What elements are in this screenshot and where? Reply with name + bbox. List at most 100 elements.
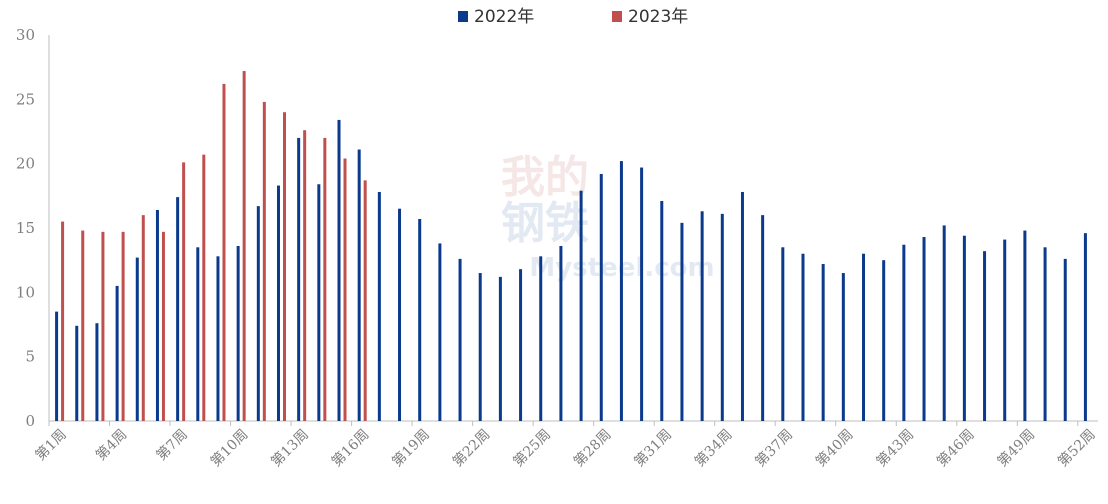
- x-tick-label: 第1周: [32, 426, 70, 464]
- bar-series-2: [323, 137, 327, 421]
- x-tick-label: 第4周: [92, 426, 130, 464]
- bar-series-1: [458, 258, 462, 421]
- y-tick-label: 0: [25, 412, 35, 430]
- bar-series-1: [55, 311, 59, 421]
- bar-series-1: [821, 264, 825, 421]
- bar-series-2: [81, 230, 85, 421]
- x-tick-label: 第31周: [631, 426, 675, 470]
- bar-series-2: [262, 101, 266, 421]
- bar-series-1: [1043, 247, 1047, 421]
- bar-series-2: [61, 221, 65, 421]
- bar-series-1: [761, 215, 765, 421]
- bar-series-2: [121, 231, 125, 421]
- y-tick-label: 10: [16, 283, 35, 301]
- bar-series-1: [1083, 233, 1087, 421]
- x-tick-label: 第19周: [389, 426, 433, 470]
- bar-series-1: [962, 235, 966, 421]
- bar-series-2: [363, 180, 367, 421]
- bar-series-1: [902, 244, 906, 421]
- x-tick-label: 第49周: [994, 426, 1038, 470]
- bar-series-1: [377, 191, 381, 421]
- bar-series-1: [498, 276, 502, 421]
- x-tick-label: 第40周: [812, 426, 856, 470]
- x-tick-label: 第52周: [1054, 426, 1098, 470]
- bar-series-1: [882, 260, 886, 421]
- watermark-text-top: 我的: [501, 152, 589, 203]
- bar-series-2: [202, 154, 206, 421]
- bar-series-1: [276, 185, 280, 421]
- bar-series-1: [216, 256, 220, 421]
- bar-series-2: [343, 158, 347, 421]
- bar-series-1: [599, 173, 603, 421]
- x-tick-label: 第7周: [153, 426, 191, 464]
- bar-series-2: [161, 231, 165, 421]
- y-tick-label: 30: [16, 26, 35, 44]
- bar-series-1: [781, 247, 785, 421]
- bar-series-1: [297, 137, 301, 421]
- x-tick-label: 第43周: [873, 426, 917, 470]
- bar-series-1: [75, 325, 79, 421]
- x-tick-label: 第13周: [268, 426, 312, 470]
- bar-series-1: [983, 251, 987, 421]
- bar-series-1: [357, 149, 361, 421]
- bar-series-2: [303, 130, 307, 421]
- bar-series-1: [660, 200, 664, 421]
- bar-series-1: [438, 243, 442, 421]
- bar-series-1: [640, 167, 644, 421]
- bar-series-1: [236, 246, 240, 421]
- bar-series-1: [740, 191, 744, 421]
- y-tick-label: 15: [16, 219, 35, 237]
- bar-series-2: [242, 71, 246, 421]
- bar-series-1: [1063, 258, 1067, 421]
- bar-series-1: [176, 197, 180, 421]
- bar-series-1: [155, 209, 159, 421]
- y-tick-label: 5: [25, 348, 35, 366]
- bar-series-1: [196, 247, 200, 421]
- bar-series-1: [115, 285, 119, 421]
- bars: [55, 71, 1087, 422]
- bar-series-1: [418, 218, 422, 421]
- x-tick-label: 第46周: [933, 426, 977, 470]
- bar-series-1: [1023, 230, 1027, 421]
- bar-series-2: [282, 112, 286, 421]
- bar-series-2: [141, 215, 145, 421]
- bar-series-1: [862, 253, 866, 421]
- y-tick-label: 20: [16, 155, 35, 173]
- bar-series-2: [182, 162, 186, 421]
- bar-series-1: [922, 237, 926, 421]
- bar-series-1: [135, 257, 139, 421]
- bar-series-1: [539, 256, 543, 421]
- x-tick-label: 第28周: [570, 426, 614, 470]
- bar-series-1: [337, 119, 341, 422]
- bar-series-1: [398, 208, 402, 421]
- watermark-text-bottom: 钢铁: [501, 198, 589, 249]
- bar-series-2: [222, 83, 226, 421]
- x-tick-label: 第34周: [691, 426, 735, 470]
- bar-series-1: [680, 222, 684, 421]
- bar-series-1: [559, 246, 563, 421]
- bar-series-1: [841, 273, 845, 421]
- legend-label: 2023年: [628, 7, 688, 27]
- x-tick-label: 第22周: [449, 426, 493, 470]
- legend-label: 2022年: [474, 7, 534, 27]
- bar-series-1: [256, 206, 260, 421]
- x-tick-label: 第16周: [328, 426, 372, 470]
- bar-series-1: [942, 225, 946, 421]
- bar-series-1: [95, 323, 99, 421]
- bar-series-1: [317, 184, 321, 421]
- x-tick-label: 第10周: [207, 426, 251, 470]
- bar-series-2: [101, 231, 105, 421]
- legend-swatch: [458, 11, 468, 22]
- legend-swatch: [612, 11, 622, 22]
- bar-series-1: [720, 213, 724, 421]
- bar-series-1: [579, 190, 583, 421]
- y-tick-label: 25: [16, 90, 35, 108]
- bar-series-1: [1003, 239, 1007, 421]
- bar-series-1: [801, 253, 805, 421]
- x-tick-label: 第37周: [752, 426, 796, 470]
- bar-series-1: [700, 211, 704, 421]
- bar-series-1: [619, 161, 623, 421]
- bar-series-1: [478, 273, 482, 421]
